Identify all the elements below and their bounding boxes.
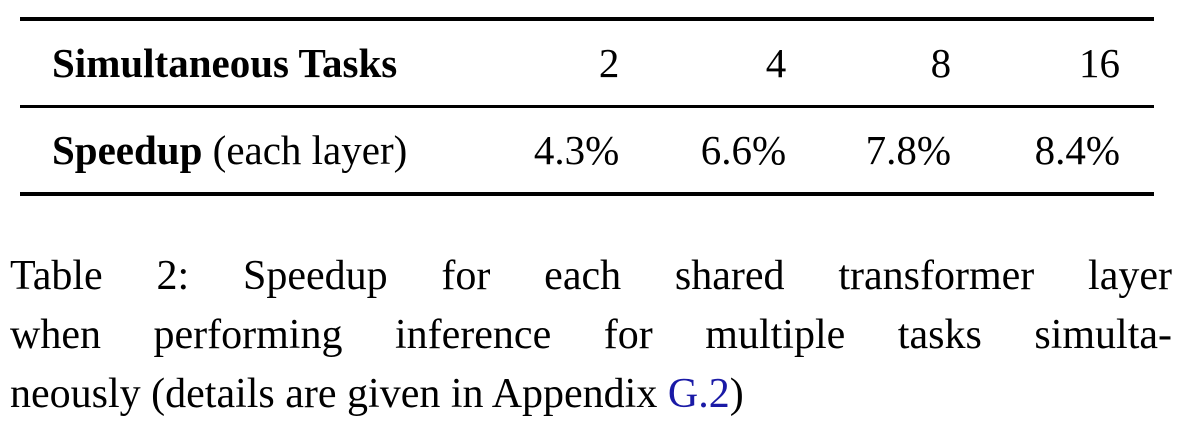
table-row: Speedup (each layer) 4.3% 6.6% 7.8% 8.4% [20,107,1154,195]
appendix-link[interactable]: G.2 [667,371,730,417]
cell-speedup-2: 4.3% [533,127,620,173]
row-label-speedup: Speedup (each layer) [20,107,501,195]
speedup-table: Simultaneous Tasks 2 4 8 16 Speedup (eac… [20,17,1154,196]
caption-line-3-suffix: ) [729,371,744,417]
caption-line-2: when performing inference for multiple t… [10,312,1172,358]
caption-line-3: neously (details are given in Appendix G… [10,365,1172,424]
header-simultaneous-tasks: Simultaneous Tasks [52,40,398,86]
row-label-bold: Speedup [52,127,203,173]
header-col-16: 16 [1079,40,1120,86]
row-label-rest: (each layer) [202,127,408,173]
cell-speedup-8: 7.8% [865,127,952,173]
results-table-container: Simultaneous Tasks 2 4 8 16 Speedup (eac… [20,17,1154,196]
table-header-row: Simultaneous Tasks 2 4 8 16 [20,19,1154,107]
table-caption: Table 2: Speedup for each shared transfo… [10,247,1172,424]
header-col-4: 4 [765,40,787,86]
cell-speedup-16: 8.4% [1034,127,1120,173]
header-col-8: 8 [930,40,952,86]
caption-line-3-prefix: neously (details are given in Appendix [10,371,668,417]
caption-line-1: Table 2: Speedup for each shared transfo… [10,253,1172,299]
cell-speedup-4: 6.6% [700,127,787,173]
header-col-2: 2 [598,40,620,86]
